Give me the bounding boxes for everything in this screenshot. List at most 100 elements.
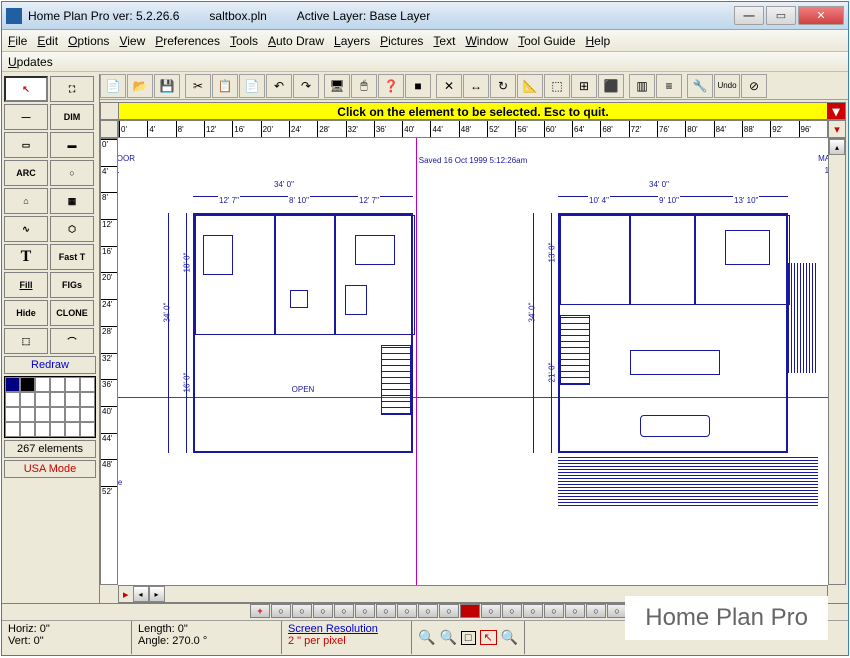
- toolbar-btn-6[interactable]: 📄: [239, 74, 265, 98]
- menu-view[interactable]: View: [119, 34, 145, 48]
- status-page-btn[interactable]: ○: [313, 604, 333, 618]
- palette-cell[interactable]: [35, 407, 50, 422]
- toolbar-btn-23[interactable]: ▥: [629, 74, 655, 98]
- rect-tool[interactable]: ▭: [4, 132, 48, 158]
- toolbar-btn-0[interactable]: 📄: [100, 74, 126, 98]
- hide-tool[interactable]: Hide: [4, 300, 48, 326]
- fast-text-tool[interactable]: Fast T: [50, 244, 94, 270]
- drawing-canvas[interactable]: Saved 16 Oct 1999 5:12:26am SECOND FLOOR…: [118, 138, 828, 585]
- status-page-btn[interactable]: +: [250, 604, 270, 618]
- toolbar-btn-7[interactable]: ↶: [266, 74, 292, 98]
- menu-pictures[interactable]: Pictures: [380, 34, 423, 48]
- curve-tool[interactable]: ∿: [4, 216, 48, 242]
- status-page-btn[interactable]: ○: [397, 604, 417, 618]
- palette-cell[interactable]: [50, 407, 65, 422]
- circle-tool[interactable]: ○: [50, 160, 94, 186]
- scrollbar-vertical[interactable]: ▴: [828, 138, 846, 585]
- zoom-home-icon[interactable]: 🔍: [501, 629, 518, 646]
- line-tool[interactable]: —: [4, 104, 48, 130]
- palette-cell[interactable]: [5, 377, 20, 392]
- palette-cell[interactable]: [35, 392, 50, 407]
- figures-tool[interactable]: FIGs: [50, 272, 94, 298]
- dim-tool[interactable]: DIM: [50, 104, 94, 130]
- menu-help[interactable]: Help: [586, 34, 611, 48]
- palette-cell[interactable]: [50, 377, 65, 392]
- palette-cell[interactable]: [80, 422, 95, 437]
- toolbar-btn-17[interactable]: ↻: [490, 74, 516, 98]
- tool-9a[interactable]: ⬚: [4, 328, 48, 354]
- status-page-btn[interactable]: ○: [607, 604, 627, 618]
- redraw-button[interactable]: Redraw: [4, 356, 96, 374]
- clone-tool[interactable]: CLONE: [50, 300, 94, 326]
- palette-cell[interactable]: [20, 377, 35, 392]
- palette-cell[interactable]: [20, 422, 35, 437]
- status-page-btn[interactable]: ○: [376, 604, 396, 618]
- door-tool[interactable]: ⌂: [4, 188, 48, 214]
- palette-cell[interactable]: [20, 407, 35, 422]
- status-page-btn[interactable]: ○: [565, 604, 585, 618]
- palette-cell[interactable]: [80, 392, 95, 407]
- palette-cell[interactable]: [35, 422, 50, 437]
- toolbar-btn-1[interactable]: 📂: [127, 74, 153, 98]
- status-page-btn[interactable]: ○: [334, 604, 354, 618]
- toolbar-btn-28[interactable]: ⊘: [741, 74, 767, 98]
- palette-cell[interactable]: [80, 407, 95, 422]
- palette-cell[interactable]: [50, 422, 65, 437]
- menu-updates[interactable]: Updates: [8, 55, 53, 69]
- menu-tools[interactable]: Tools: [230, 34, 258, 48]
- wall-tool[interactable]: ▬: [50, 132, 94, 158]
- arc-tool[interactable]: ARC: [4, 160, 48, 186]
- scroll-left-arrow[interactable]: ◂: [133, 586, 149, 602]
- status-page-btn[interactable]: ○: [481, 604, 501, 618]
- toolbar-btn-16[interactable]: ↔: [463, 74, 489, 98]
- palette-cell[interactable]: [5, 392, 20, 407]
- toolbar-btn-5[interactable]: 📋: [212, 74, 238, 98]
- toolbar-btn-19[interactable]: ⬚: [544, 74, 570, 98]
- menu-layers[interactable]: Layers: [334, 34, 370, 48]
- text-tool[interactable]: T: [4, 244, 48, 270]
- toolbar-btn-20[interactable]: ⊞: [571, 74, 597, 98]
- maximize-button[interactable]: [766, 6, 796, 25]
- menu-window[interactable]: Window: [465, 34, 508, 48]
- zoom-in-icon[interactable]: 🔍: [418, 629, 435, 646]
- menu-tool-guide[interactable]: Tool Guide: [518, 34, 575, 48]
- toolbar-btn-10[interactable]: 🖥: [324, 74, 350, 98]
- toolbar-btn-24[interactable]: ≡: [656, 74, 682, 98]
- status-page-btn[interactable]: ○: [544, 604, 564, 618]
- menu-auto-draw[interactable]: Auto Draw: [268, 34, 324, 48]
- palette-cell[interactable]: [65, 422, 80, 437]
- marquee-tool[interactable]: ⛶: [50, 76, 94, 102]
- palette-cell[interactable]: [65, 407, 80, 422]
- status-page-btn[interactable]: ○: [271, 604, 291, 618]
- palette-cell[interactable]: [50, 392, 65, 407]
- toolbar-btn-2[interactable]: 💾: [154, 74, 180, 98]
- toolbar-btn-18[interactable]: 📐: [517, 74, 543, 98]
- zoom-fit-icon[interactable]: □: [461, 631, 476, 645]
- status-page-btn[interactable]: ○: [418, 604, 438, 618]
- zoom-sel-icon[interactable]: ↖: [480, 630, 497, 645]
- palette-cell[interactable]: [35, 377, 50, 392]
- status-page-btn[interactable]: ○: [523, 604, 543, 618]
- toolbar-btn-15[interactable]: ✕: [436, 74, 462, 98]
- status-page-btn[interactable]: [460, 604, 480, 618]
- tool-9b[interactable]: ⌒: [50, 328, 94, 354]
- toolbar-btn-8[interactable]: ↷: [293, 74, 319, 98]
- menu-preferences[interactable]: Preferences: [155, 34, 220, 48]
- toolbar-btn-11[interactable]: 🖱: [351, 74, 377, 98]
- close-button[interactable]: [798, 6, 844, 25]
- palette-cell[interactable]: [5, 407, 20, 422]
- poly-tool[interactable]: ⬡: [50, 216, 94, 242]
- menu-text[interactable]: Text: [433, 34, 455, 48]
- status-page-btn[interactable]: ○: [586, 604, 606, 618]
- usa-mode[interactable]: USA Mode: [4, 460, 96, 478]
- color-palette[interactable]: [4, 376, 96, 438]
- scroll-right-arrow[interactable]: ▸: [149, 586, 165, 602]
- hint-corner[interactable]: ▾: [827, 103, 845, 119]
- status-page-btn[interactable]: ○: [292, 604, 312, 618]
- fill-tool[interactable]: Fill: [4, 272, 48, 298]
- status-page-btn[interactable]: ○: [502, 604, 522, 618]
- toolbar-btn-12[interactable]: ❓: [378, 74, 404, 98]
- toolbar-btn-13[interactable]: ■: [405, 74, 431, 98]
- menu-file[interactable]: File: [8, 34, 27, 48]
- palette-cell[interactable]: [5, 422, 20, 437]
